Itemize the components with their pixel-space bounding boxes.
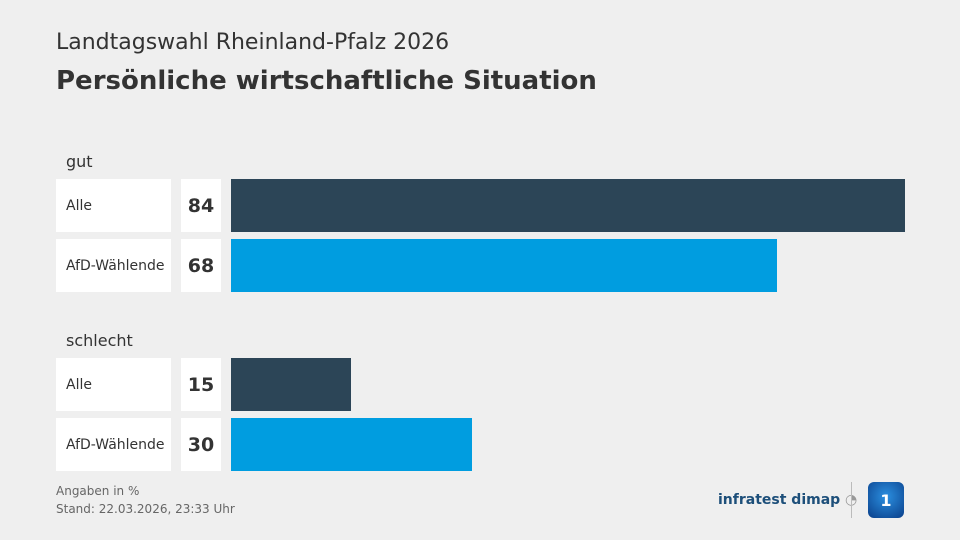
group-label: gut [66,152,93,171]
unit-note: Angaben in % [56,484,140,498]
timestamp: Stand: 22.03.2026, 23:33 Uhr [56,502,235,516]
row-label: Alle [56,358,171,411]
infratest-dimap-logo: infratest dimap ◔ [718,492,857,508]
tagesschau-logo: 1 [868,482,904,518]
group-label: schlecht [66,331,133,350]
bar [231,239,777,292]
ard-logo-text: 1 [880,490,892,510]
data-label: 30 [181,418,221,471]
row-label: AfD-Wählende [56,418,171,471]
supertitle: Landtagswahl Rheinland-Pfalz 2026 [56,30,450,55]
bar [231,358,352,411]
data-label: 68 [181,239,221,292]
data-label: 15 [181,358,221,411]
data-label: 84 [181,179,221,232]
page-title: Persönliche wirtschaftliche Situation [56,66,597,96]
divider [851,482,852,518]
bar [231,179,905,232]
bar [231,418,472,471]
row-label: Alle [56,179,171,232]
infratest-logo-text: infratest dimap [718,492,841,508]
row-label: AfD-Wählende [56,239,171,292]
